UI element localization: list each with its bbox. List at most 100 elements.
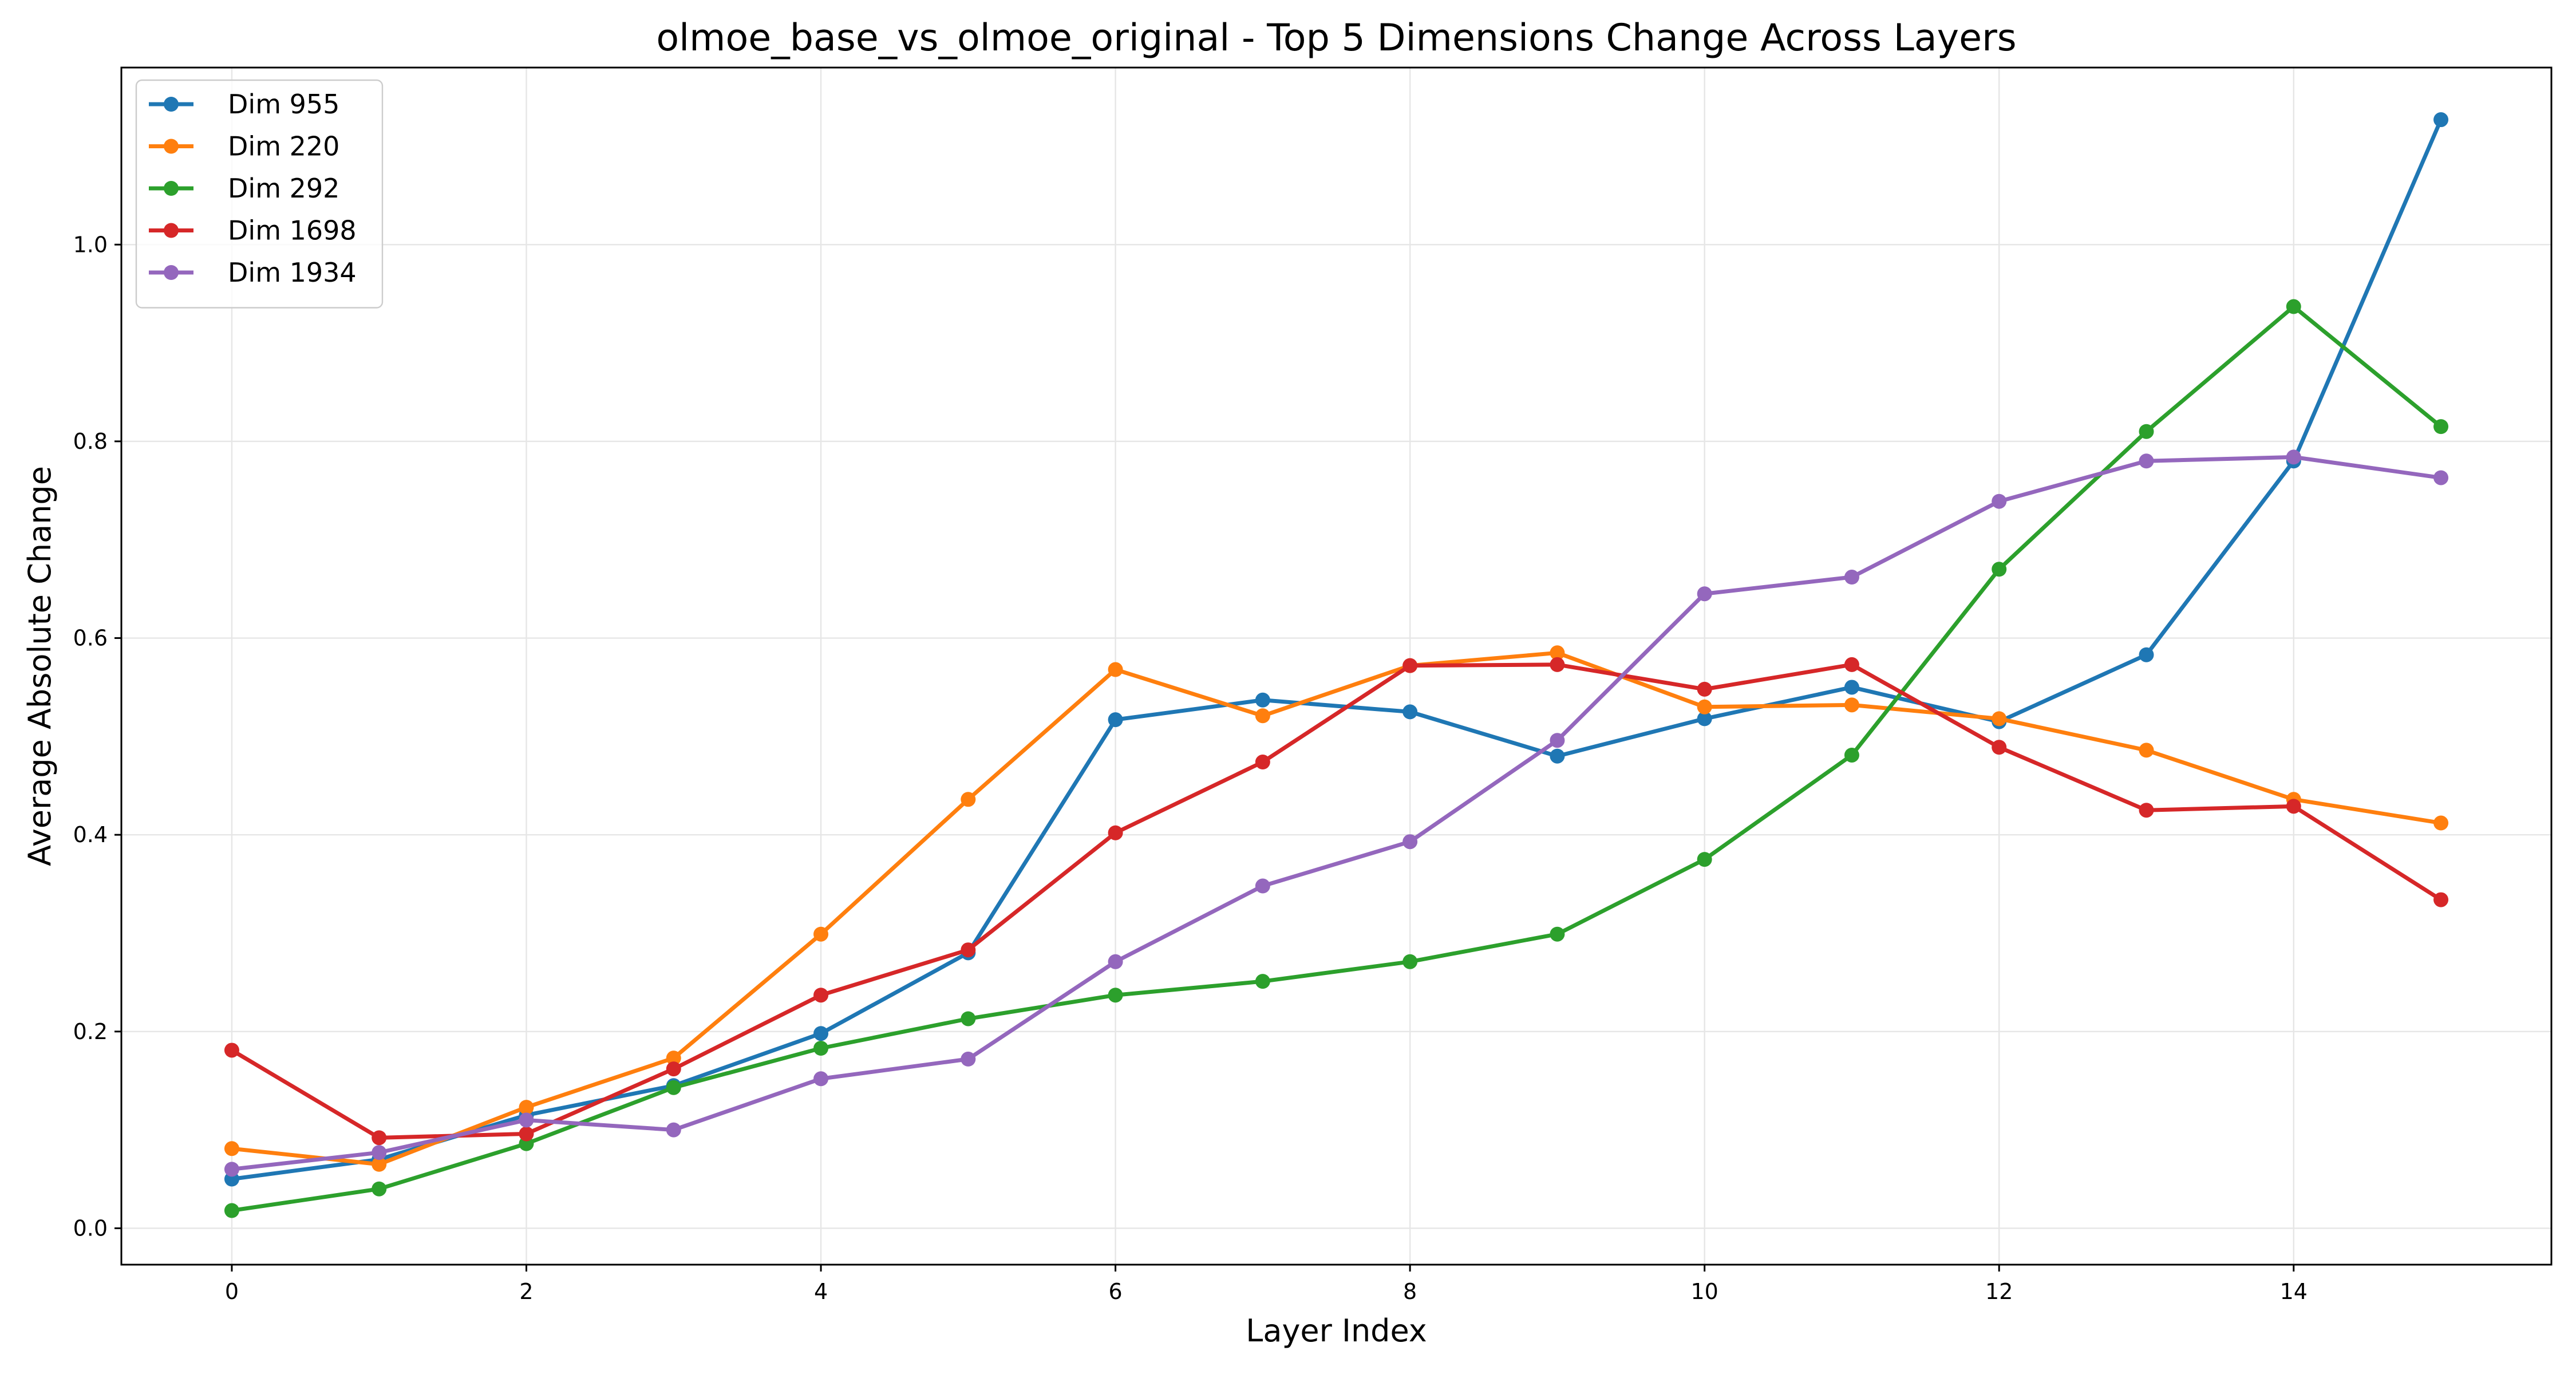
data-point [813, 1026, 829, 1041]
legend-box [135, 79, 384, 309]
data-point [961, 942, 976, 958]
legend-item: Dim 1934 [149, 257, 357, 288]
series-line [230, 455, 2443, 1171]
data-point [1992, 562, 2007, 577]
data-point [1992, 740, 2007, 755]
x-axis-label: Layer Index [1246, 1313, 1427, 1349]
data-point [372, 1145, 387, 1160]
data-point [224, 1203, 239, 1218]
data-point [1844, 570, 1859, 585]
series-dim-1934 [224, 449, 2449, 1177]
x-tick-label: 14 [2280, 1279, 2308, 1304]
x-tick-label: 10 [1691, 1279, 1718, 1304]
legend-item: Dim 220 [149, 131, 339, 162]
data-point [224, 1162, 239, 1177]
data-point [2139, 743, 2154, 758]
grid [121, 68, 2551, 1265]
data-point [666, 1122, 681, 1138]
data-point [2139, 424, 2154, 439]
data-point [1697, 681, 1712, 697]
y-tick-label: 0.8 [73, 429, 108, 454]
data-point [1550, 657, 1565, 672]
axis-ticks: 0 2 4 6 8 10 12 14 0.0 0.2 0.4 0.6 0.8 1.0 [73, 232, 2308, 1304]
x-tick-label: 2 [519, 1279, 533, 1304]
data-point [1550, 645, 1565, 661]
data-point [1255, 755, 1270, 770]
legend-marker [164, 181, 179, 196]
data-point [1402, 658, 1418, 673]
data-point [1844, 697, 1859, 713]
legend-item: Dim 955 [149, 89, 339, 120]
data-point [1402, 954, 1418, 969]
data-point [2433, 815, 2449, 831]
data-point [1697, 586, 1712, 602]
data-point [1255, 708, 1270, 724]
data-point [813, 926, 829, 942]
x-tick-label: 6 [1108, 1279, 1122, 1304]
data-point [1844, 657, 1859, 672]
x-tick-label: 4 [814, 1279, 828, 1304]
y-tick-label: 0.6 [73, 626, 108, 651]
data-point [2286, 799, 2301, 814]
data-point [1108, 988, 1123, 1003]
data-point [1402, 704, 1418, 720]
data-point [666, 1061, 681, 1077]
data-point [1697, 711, 1712, 727]
data-point [1550, 733, 1565, 748]
legend-label: Dim 1934 [228, 257, 357, 288]
legend-label: Dim 292 [228, 173, 339, 204]
data-point [1255, 974, 1270, 989]
y-tick-label: 0.2 [73, 1019, 108, 1044]
data-point [1697, 852, 1712, 867]
legend-label: Dim 1698 [228, 215, 357, 246]
data-point [224, 1043, 239, 1058]
legend: Dim 955 Dim 220 Dim 292 Dim 1698 Dim 1934 [135, 79, 384, 309]
y-tick-label: 0.4 [73, 822, 108, 847]
data-point [1108, 712, 1123, 728]
chart-title: olmoe_base_vs_olmoe_original - Top 5 Dim… [656, 17, 2016, 60]
legend-label: Dim 955 [228, 89, 339, 120]
data-point [519, 1100, 534, 1115]
data-point [2286, 449, 2301, 465]
y-tick-label: 0.0 [73, 1215, 108, 1241]
legend-marker [164, 223, 179, 238]
data-point [1402, 834, 1418, 850]
data-point [1108, 954, 1123, 969]
series-line [230, 650, 2443, 1167]
data-point [666, 1080, 681, 1095]
x-tick-label: 12 [1985, 1279, 2013, 1304]
data-point [2433, 892, 2449, 907]
series-line [230, 305, 2443, 1213]
data-point [224, 1141, 239, 1156]
data-point [813, 1071, 829, 1087]
data-point [1255, 878, 1270, 894]
data-point [372, 1156, 387, 1172]
data-point [372, 1130, 387, 1146]
data-point [1992, 711, 2007, 727]
y-tick-label: 1.0 [73, 232, 108, 257]
series-line [230, 662, 2443, 1140]
data-point [813, 1041, 829, 1056]
data-point [519, 1126, 534, 1142]
data-point [2139, 803, 2154, 818]
data-point [2433, 470, 2449, 485]
data-point [813, 988, 829, 1003]
legend-item: Dim 292 [149, 173, 339, 204]
data-point [1108, 825, 1123, 840]
plot-frame [120, 66, 2553, 1266]
data-point [1108, 662, 1123, 677]
data-point [1844, 747, 1859, 763]
legend-item: Dim 1698 [149, 215, 357, 246]
data-point [1255, 692, 1270, 708]
legend-marker [164, 265, 179, 280]
y-axis-label: Average Absolute Change [22, 466, 58, 866]
legend-label: Dim 220 [228, 131, 339, 162]
data-point [2433, 112, 2449, 128]
data-point [1992, 493, 2007, 509]
data-point [2433, 419, 2449, 435]
legend-marker [164, 97, 179, 112]
data-point [2286, 299, 2301, 314]
x-tick-label: 0 [225, 1279, 239, 1304]
data-point [372, 1181, 387, 1197]
